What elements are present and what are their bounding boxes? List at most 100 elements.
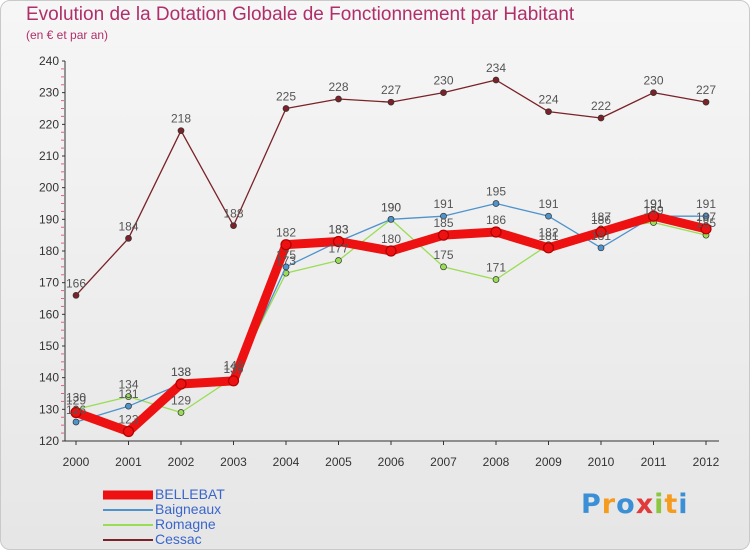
chart-title: Evolution de la Dotation Globale de Fonc… xyxy=(26,4,575,25)
data-point-baigneaux xyxy=(72,418,80,426)
data-label-romagne: 130 xyxy=(66,390,86,404)
data-point-bellebat xyxy=(542,242,555,254)
data-point-baigneaux xyxy=(702,212,710,220)
data-label-bellebat: 180 xyxy=(381,232,401,246)
data-label-baigneaux: 131 xyxy=(118,387,138,401)
data-point-cessac xyxy=(72,291,80,299)
data-label-bellebat: 181 xyxy=(538,229,558,243)
legend-swatch xyxy=(103,508,153,511)
data-label-bellebat: 186 xyxy=(486,213,506,227)
y-tick-label: 240 xyxy=(39,54,59,68)
data-label-romagne: 173 xyxy=(276,254,296,268)
data-point-bellebat xyxy=(227,375,240,387)
data-point-cessac xyxy=(702,98,710,106)
data-label-romagne: 175 xyxy=(433,248,453,262)
logo-letter: i xyxy=(678,489,689,520)
y-tick-label: 140 xyxy=(39,371,59,385)
legend-label: Baigneaux xyxy=(155,501,222,517)
x-tick-label: 2000 xyxy=(63,455,90,469)
y-tick-label: 120 xyxy=(39,434,59,448)
logo-letter: P xyxy=(581,489,602,520)
y-tick-label: 180 xyxy=(39,244,59,258)
x-tick-label: 2006 xyxy=(378,455,405,469)
data-label-cessac: 166 xyxy=(66,276,86,290)
data-label-baigneaux: 126 xyxy=(66,403,86,417)
logo-letter: r xyxy=(601,489,617,520)
legend-label: BELLEBAT xyxy=(155,486,225,502)
x-tick-label: 2009 xyxy=(535,455,562,469)
data-point-cessac xyxy=(492,76,500,84)
data-label-cessac: 228 xyxy=(328,80,348,94)
data-label-romagne: 189 xyxy=(643,204,663,218)
y-tick-label: 190 xyxy=(39,212,59,226)
data-point-bellebat xyxy=(595,226,607,238)
data-label-bellebat: 183 xyxy=(328,223,348,237)
data-label-romagne: 171 xyxy=(486,261,506,275)
data-point-baigneaux xyxy=(125,402,132,410)
data-label-baigneaux: 139 xyxy=(223,362,243,376)
data-label-bellebat: 138 xyxy=(171,365,191,379)
legend-swatch xyxy=(103,490,153,499)
data-label-romagne: 190 xyxy=(381,200,401,214)
y-tick-label: 160 xyxy=(39,307,59,321)
data-point-romagne xyxy=(492,276,500,283)
data-point-cessac xyxy=(177,127,185,135)
data-point-cessac xyxy=(387,98,395,106)
x-tick-label: 2001 xyxy=(115,455,142,469)
y-tick-label: 200 xyxy=(39,181,59,195)
logo-letter: t xyxy=(664,489,679,520)
logo-letter: x xyxy=(635,489,655,520)
data-label-romagne: 177 xyxy=(328,242,348,256)
data-label-baigneaux: 183 xyxy=(328,223,348,237)
x-tick-label: 2002 xyxy=(168,455,195,469)
data-point-bellebat xyxy=(122,425,135,438)
x-tick-label: 2003 xyxy=(220,455,247,469)
data-label-romagne: 182 xyxy=(538,226,558,240)
data-label-cessac: 218 xyxy=(171,112,191,126)
data-point-baigneaux xyxy=(282,263,290,271)
data-point-cessac xyxy=(545,108,552,116)
data-point-cessac xyxy=(282,105,290,112)
data-label-cessac: 227 xyxy=(381,83,401,97)
legend-swatch xyxy=(103,538,153,541)
data-point-romagne xyxy=(335,257,342,264)
data-point-cessac xyxy=(597,114,605,122)
legend-label: Romagne xyxy=(155,516,216,532)
series-lines xyxy=(70,76,712,438)
axes: 120 130 140 150 160 170 180 190 200 210 220 230 240 2… xyxy=(39,54,720,469)
data-point-bellebat xyxy=(490,226,502,238)
data-label-baigneaux: 191 xyxy=(643,197,663,211)
y-tick-label: 210 xyxy=(39,149,59,163)
data-label-cessac: 225 xyxy=(276,90,296,104)
data-label-baigneaux: 190 xyxy=(381,200,401,214)
data-label-cessac: 227 xyxy=(696,83,716,97)
data-point-bellebat xyxy=(385,245,397,257)
data-label-cessac: 234 xyxy=(486,61,506,75)
data-label-bellebat: 182 xyxy=(276,226,296,240)
data-point-cessac xyxy=(125,234,132,242)
data-point-bellebat xyxy=(332,235,345,248)
data-point-bellebat xyxy=(437,229,450,241)
data-label-romagne: 187 xyxy=(591,210,611,224)
data-label-cessac: 230 xyxy=(643,74,663,88)
data-label-bellebat: 129 xyxy=(66,394,86,408)
x-tick-label: 2012 xyxy=(693,455,720,469)
data-label-baigneaux: 138 xyxy=(171,365,191,379)
data-label-romagne: 185 xyxy=(696,216,716,230)
data-label-baigneaux: 191 xyxy=(538,197,558,211)
logo-letter: i xyxy=(654,489,665,520)
data-label-baigneaux: 195 xyxy=(486,185,506,199)
x-tick-label: 2005 xyxy=(325,455,352,469)
data-label-romagne: 134 xyxy=(118,378,138,392)
data-point-romagne xyxy=(177,409,185,416)
data-label-romagne: 129 xyxy=(171,394,191,408)
x-tick-label: 2008 xyxy=(483,455,510,469)
data-point-cessac xyxy=(650,89,657,97)
data-label-baigneaux: 191 xyxy=(433,197,453,211)
data-point-cessac xyxy=(440,89,447,97)
x-tick-label: 2010 xyxy=(588,455,615,469)
y-tick-label: 220 xyxy=(39,117,59,131)
